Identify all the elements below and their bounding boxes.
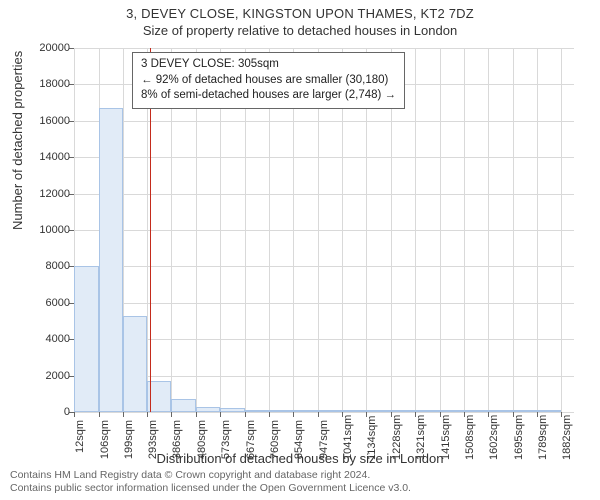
xtick-label: 293sqm bbox=[147, 420, 159, 460]
xtick-label: 386sqm bbox=[171, 420, 183, 460]
xtick-label: 573sqm bbox=[220, 420, 232, 460]
xtick-label: 854sqm bbox=[293, 420, 305, 460]
histogram-bar bbox=[196, 407, 220, 412]
ytick-label: 12000 bbox=[26, 188, 70, 200]
xtick-mark bbox=[171, 412, 172, 417]
xtick-label: 1508sqm bbox=[464, 420, 476, 460]
xtick-label: 1882sqm bbox=[561, 420, 573, 460]
ytick-label: 20000 bbox=[26, 42, 70, 54]
xtick-mark bbox=[99, 412, 100, 417]
gridline-v bbox=[488, 48, 489, 412]
histogram-bar bbox=[391, 410, 415, 412]
histogram-bar bbox=[513, 410, 538, 412]
footer-attribution: Contains HM Land Registry data © Crown c… bbox=[10, 469, 411, 496]
ytick-label: 0 bbox=[26, 406, 70, 418]
gridline-h bbox=[74, 376, 574, 377]
histogram-bar bbox=[342, 410, 366, 412]
y-axis-label: Number of detached properties bbox=[10, 51, 25, 230]
gridline-v bbox=[561, 48, 562, 412]
histogram-bar bbox=[415, 410, 440, 412]
xtick-label: 760sqm bbox=[269, 420, 281, 460]
xtick-label: 1695sqm bbox=[513, 420, 525, 460]
histogram-bar bbox=[464, 410, 489, 412]
chart-title-line1: 3, DEVEY CLOSE, KINGSTON UPON THAMES, KT… bbox=[0, 0, 600, 21]
ytick-label: 8000 bbox=[26, 260, 70, 272]
xtick-mark bbox=[123, 412, 124, 417]
xtick-label: 106sqm bbox=[99, 420, 111, 460]
xtick-mark bbox=[269, 412, 270, 417]
xtick-label: 667sqm bbox=[245, 420, 257, 460]
ytick-label: 10000 bbox=[26, 224, 70, 236]
xtick-label: 1321sqm bbox=[415, 420, 427, 460]
xtick-mark bbox=[245, 412, 246, 417]
histogram-bar bbox=[293, 410, 317, 412]
footer-line2: Contains public sector information licen… bbox=[10, 482, 411, 496]
ytick-label: 18000 bbox=[26, 78, 70, 90]
gridline-h bbox=[74, 121, 574, 122]
gridline-v bbox=[513, 48, 514, 412]
xtick-label: 947sqm bbox=[318, 420, 330, 460]
xtick-mark bbox=[220, 412, 221, 417]
histogram-bar bbox=[74, 266, 99, 412]
annotation-line1: 3 DEVEY CLOSE: 305sqm bbox=[141, 57, 396, 73]
gridline-h bbox=[74, 48, 574, 49]
histogram-bar bbox=[537, 410, 561, 412]
xtick-label: 480sqm bbox=[196, 420, 208, 460]
xtick-label: 1415sqm bbox=[440, 420, 452, 460]
ytick-label: 2000 bbox=[26, 370, 70, 382]
xtick-mark bbox=[147, 412, 148, 417]
histogram-bar bbox=[99, 108, 123, 412]
histogram-bar bbox=[269, 410, 294, 412]
ytick-label: 6000 bbox=[26, 297, 70, 309]
xtick-label: 12sqm bbox=[74, 420, 86, 460]
xtick-mark bbox=[293, 412, 294, 417]
xtick-mark bbox=[318, 412, 319, 417]
histogram-bar bbox=[245, 410, 269, 412]
gridline-h bbox=[74, 303, 574, 304]
histogram-bar bbox=[220, 408, 245, 412]
ytick-label: 16000 bbox=[26, 115, 70, 127]
annotation-line3: 8% of semi-detached houses are larger (2… bbox=[141, 88, 396, 104]
gridline-h bbox=[74, 266, 574, 267]
annotation-line2: ← 92% of detached houses are smaller (30… bbox=[141, 73, 396, 89]
xtick-label: 199sqm bbox=[123, 420, 135, 460]
histogram-bar bbox=[488, 410, 512, 412]
footer-line1: Contains HM Land Registry data © Crown c… bbox=[10, 469, 411, 483]
histogram-bar bbox=[440, 410, 464, 412]
chart-title-line2: Size of property relative to detached ho… bbox=[0, 21, 600, 38]
gridline-v bbox=[537, 48, 538, 412]
ytick-label: 4000 bbox=[26, 333, 70, 345]
histogram-plot: 3 DEVEY CLOSE: 305sqm ← 92% of detached … bbox=[74, 48, 574, 412]
gridline-h bbox=[74, 412, 574, 413]
gridline-h bbox=[74, 230, 574, 231]
histogram-bar bbox=[366, 410, 391, 412]
histogram-bar bbox=[318, 410, 343, 412]
xtick-label: 1041sqm bbox=[342, 420, 354, 460]
ytick-label: 14000 bbox=[26, 151, 70, 163]
xtick-mark bbox=[196, 412, 197, 417]
gridline-h bbox=[74, 339, 574, 340]
gridline-v bbox=[440, 48, 441, 412]
gridline-v bbox=[415, 48, 416, 412]
xtick-label: 1602sqm bbox=[488, 420, 500, 460]
xtick-label: 1134sqm bbox=[366, 420, 378, 460]
gridline-h bbox=[74, 194, 574, 195]
gridline-v bbox=[464, 48, 465, 412]
xtick-label: 1789sqm bbox=[537, 420, 549, 460]
histogram-bar bbox=[171, 399, 196, 412]
xtick-label: 1228sqm bbox=[391, 420, 403, 460]
gridline-h bbox=[74, 157, 574, 158]
xtick-mark bbox=[74, 412, 75, 417]
histogram-bar bbox=[123, 316, 148, 412]
annotation-box: 3 DEVEY CLOSE: 305sqm ← 92% of detached … bbox=[132, 52, 405, 109]
